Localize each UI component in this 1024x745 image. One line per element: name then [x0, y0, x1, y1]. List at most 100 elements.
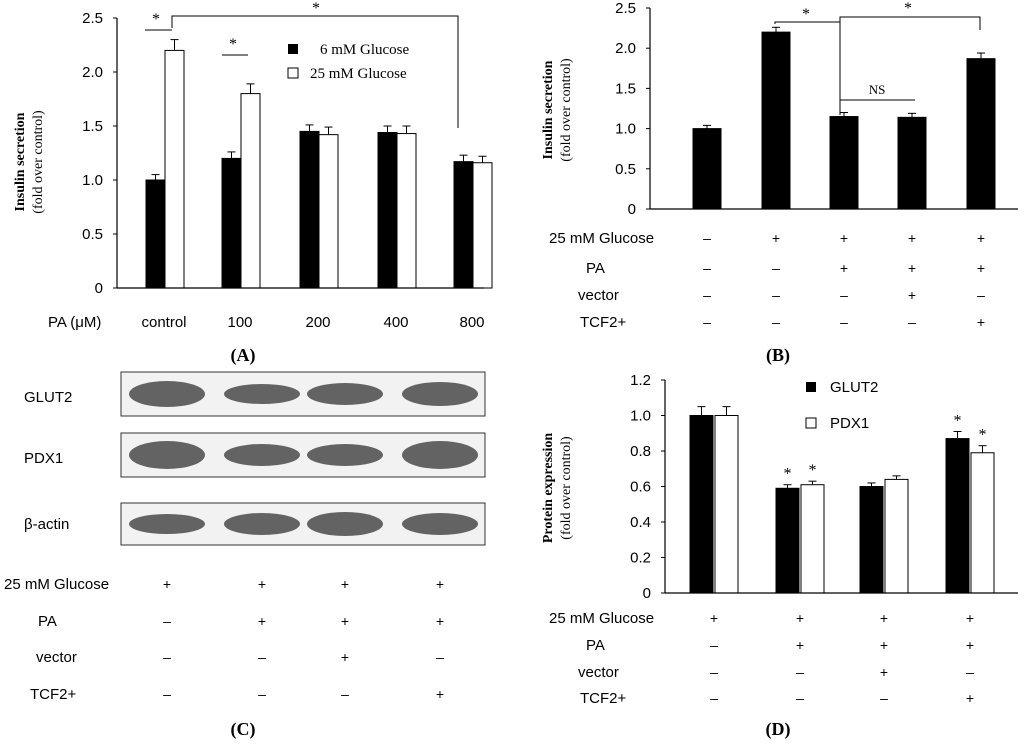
panel-d-cond-mark-0-1: +	[796, 610, 804, 626]
panel-b-cond-mark-1-4: +	[977, 260, 985, 276]
panel-d-cond-mark-0-3: +	[966, 610, 974, 626]
panel-a-bar-6mm-1	[221, 157, 242, 289]
panel-d-ytick-label-1: 0.2	[630, 550, 651, 567]
panel-b-sig-star-2: *	[904, 0, 912, 17]
panel-c-cond-mark-1-2: +	[341, 613, 349, 629]
panel-b-ytick-label-4: 2.0	[615, 40, 636, 57]
panel-d-cond-label-2: vector	[578, 664, 619, 681]
panel-c-cond-mark-2-1: –	[258, 649, 266, 665]
panel-c-cond-mark-2-2: +	[341, 649, 349, 665]
panel-b-ytick-label-5: 2.5	[615, 0, 636, 17]
panel-d-ytick-label-5: 1.0	[630, 408, 651, 425]
panel-a-bar-25mm-2	[318, 134, 339, 289]
panel-c-cond-label-0: 25 mM Glucose	[4, 576, 109, 593]
panel-b-bars	[692, 26, 996, 210]
panel-b-cond-label-1: PA	[586, 260, 605, 277]
panel-a-bar-25mm-1	[240, 93, 261, 289]
panel-b-cond-mark-0-2: +	[840, 230, 848, 246]
panel-d-cond-label-3: TCF2+	[580, 690, 627, 707]
panel-a-legend-label-25mm: 25 mM Glucose	[310, 66, 407, 82]
panel-b-bar-1	[761, 31, 791, 210]
panel-b-bar-3	[897, 116, 927, 210]
panel-a-xtick-label-1: 100	[227, 314, 252, 331]
panel-b-cond-mark-0-4: +	[977, 230, 985, 246]
panel-d-cond-mark-2-0: –	[710, 664, 718, 680]
panel-a-ytick-label-4: 2.0	[82, 64, 103, 81]
panel-a-ytick-label-3: 1.5	[82, 118, 103, 135]
panel-a-label: (A)	[231, 345, 256, 366]
panel-a-bar-6mm-2	[299, 130, 320, 289]
panel-c-cond-label-1: PA	[38, 613, 57, 630]
panel-b-yticks: 0 0.5 1.0 1.5 2.0 2.5	[615, 0, 650, 218]
panel-d-cond-mark-0-0: +	[710, 610, 718, 626]
panel-b-cond-label-2: vector	[578, 287, 619, 304]
panel-b-ytick-label-1: 0.5	[615, 161, 636, 178]
panel-c: GLUT2 PDX1 β-actin 25 mM Glucose + + + + PA – +…	[4, 371, 486, 740]
panel-b-cond-mark-0-3: +	[908, 230, 916, 246]
panel-d-label: (D)	[766, 719, 791, 740]
panel-d-sig-star-3: *	[979, 427, 987, 444]
panel-d-bar-glut2-2	[859, 486, 884, 594]
panel-d-ylabel-line1: Protein expression	[541, 433, 556, 544]
panel-d-cond-mark-1-1: +	[796, 637, 804, 653]
panel-d-sig-star-1: *	[809, 462, 817, 479]
panel-a-bar-25mm-4	[472, 162, 493, 289]
panel-c-band-1-1	[224, 444, 300, 466]
panel-c-band-0-2	[307, 383, 383, 405]
panel-c-cond-mark-1-0: –	[163, 613, 171, 629]
panel-b-cond-mark-3-3: –	[908, 314, 916, 330]
panel-b-sig-bracket-1	[774, 21, 841, 115]
panel-c-row-label-pdx1: PDX1	[24, 450, 63, 467]
panel-d-sig-star-0: *	[784, 466, 792, 483]
panel-a-bar-25mm-3	[396, 133, 417, 289]
panel-a-xtick-label-3: 400	[383, 314, 408, 331]
panel-b-cond-mark-0-1: +	[772, 230, 780, 246]
panel-c-band-2-2	[307, 512, 383, 536]
panel-b-bar-4	[966, 58, 996, 210]
panel-c-band-1-3	[402, 441, 478, 469]
panel-d-bars: * * * *	[689, 406, 995, 594]
panel-c-cond-mark-0-1: +	[258, 576, 266, 592]
panel-c-cond-mark-1-1: +	[258, 613, 266, 629]
panel-b-ytick-label-2: 1.0	[615, 121, 636, 138]
panel-b-label: (B)	[766, 345, 790, 366]
panel-d-bar-glut2-1	[775, 487, 800, 594]
panel-c-cond-mark-3-0: –	[163, 686, 171, 702]
panel-b-cond-mark-1-0: –	[703, 260, 711, 276]
panel-a-ytick-label-0: 0	[95, 280, 103, 297]
panel-b-ylabel-line2: (fold over control)	[559, 58, 574, 162]
panel-d-cond-label-1: PA	[586, 637, 605, 654]
panel-b: Insulin secretion (fold over control) 00…	[541, 0, 1018, 366]
panel-a-legend-swatch-25mm	[287, 67, 299, 79]
panel-d-legend-swatch-glut2	[806, 382, 816, 392]
panel-b-ns-label: NS	[869, 82, 886, 97]
panel-d-bar-pdx1-1	[800, 484, 825, 594]
panel-b-cond-mark-1-2: +	[840, 260, 848, 276]
panel-b-cond-mark-2-3: +	[908, 287, 916, 303]
panel-c-condition-table: 25 mM Glucose + + + + PA – + + + vector – – + – TCF2+ – –…	[4, 576, 444, 703]
panel-a-bar-6mm-3	[377, 131, 398, 289]
panel-b-ytick-label-3: 1.5	[615, 80, 636, 97]
panel-d-cond-label-0: 25 mM Glucose	[549, 610, 654, 627]
panel-d-cond-mark-3-0: –	[710, 690, 718, 706]
panel-b-cond-mark-3-0: –	[703, 314, 711, 330]
panel-a-xtick-label-4: 800	[459, 314, 484, 331]
panel-a-ytick-label-1: 0.5	[82, 226, 103, 243]
panel-a-bar-6mm-0	[145, 179, 166, 289]
panel-d-cond-mark-2-1: –	[796, 664, 804, 680]
panel-c-band-2-1	[224, 513, 300, 535]
panel-c-cond-label-3: TCF2+	[30, 686, 77, 703]
panel-a-ytick-label-5: 2.5	[82, 10, 103, 27]
panel-a-ytick-label-2: 1.0	[82, 172, 103, 189]
panel-d-cond-mark-1-2: +	[880, 637, 888, 653]
panel-d: Protein expression (fold over control) 0…	[541, 372, 1018, 740]
panel-a-sig-bracket-800	[171, 15, 459, 128]
panel-c-cond-mark-0-3: +	[436, 576, 444, 592]
panel-d-yticks: 0 0.2 0.4 0.6 0.8 1.0 1.2	[630, 372, 665, 602]
panel-c-cond-mark-1-3: +	[436, 613, 444, 629]
panel-b-cond-label-0: 25 mM Glucose	[549, 230, 654, 247]
panel-d-cond-mark-2-2: +	[880, 664, 888, 680]
panel-a-xtick-label-2: 200	[305, 314, 330, 331]
panel-d-legend-label-pdx1: PDX1	[830, 415, 869, 432]
